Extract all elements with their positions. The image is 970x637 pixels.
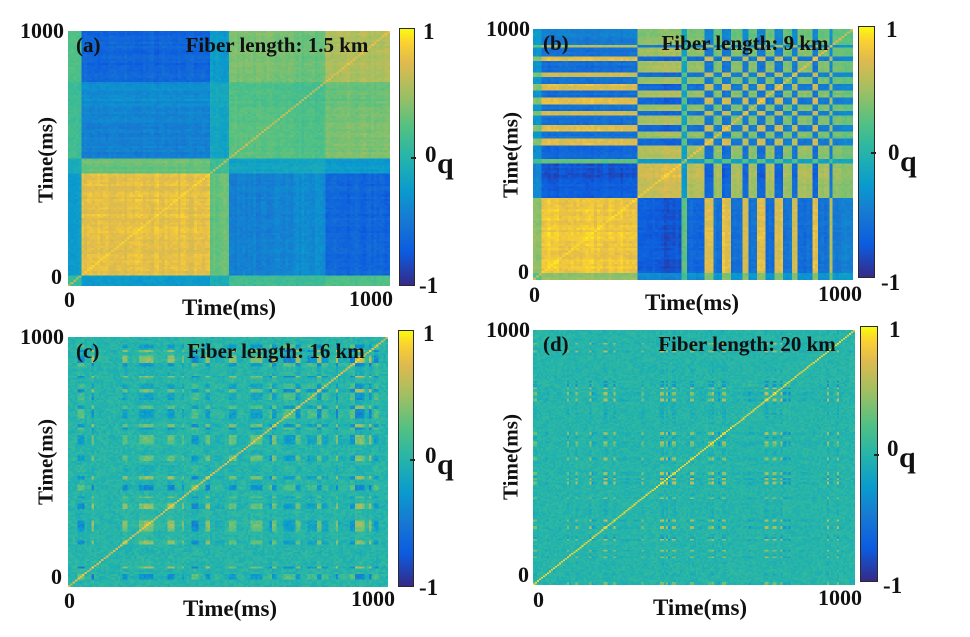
colorbar-label-1-c: 1 [423, 321, 435, 346]
x-tick-1000-b: 1000 [818, 281, 862, 306]
heatmap-a [68, 31, 390, 286]
x-axis-label-d: Time(ms) [652, 595, 748, 620]
panel-title-a: Fiber length: 1.5 km [185, 33, 369, 57]
colorbar-q-label-b: q [900, 145, 917, 178]
colorbar-label-1-b: 1 [886, 17, 898, 42]
y-tick-1000-d: 1000 [486, 317, 530, 342]
x-tick-0-b: 0 [529, 282, 540, 307]
x-tick-0-d: 0 [533, 587, 544, 612]
y-axis-label-a: Time(ms) [33, 117, 58, 203]
panel-letter-c: (c) [76, 339, 100, 363]
panel-title-d: Fiber length: 20 km [658, 332, 836, 356]
x-axis-label-a: Time(ms) [181, 295, 277, 320]
colorbar-zero-tick-c [410, 458, 415, 461]
panel-letter-a: (a) [76, 33, 101, 57]
heatmap-c [68, 337, 388, 587]
colorbar-zero-tick-d [874, 454, 879, 456]
colorbar-label-0-a: 0 [425, 142, 437, 167]
y-axis-label-c: Time(ms) [33, 419, 58, 505]
y-tick-1000-c: 1000 [20, 324, 64, 349]
y-axis-label-b: Time(ms) [498, 112, 523, 198]
colorbar-label-minus1-b: -1 [881, 270, 901, 295]
y-tick-0-c: 0 [51, 564, 62, 589]
panel-title-c: Fiber length: 16 km [187, 339, 365, 363]
colorbar-label-0-d: 0 [887, 436, 899, 461]
panel-title-b: Fiber length: 9 km [661, 31, 829, 55]
heatmap-b [533, 29, 853, 280]
colorbar-label-minus1-c: -1 [419, 575, 439, 600]
x-tick-0-a: 0 [64, 287, 75, 312]
colorbar-q-label-d: q [899, 441, 916, 474]
y-tick-0-b: 0 [518, 259, 529, 284]
y-tick-1000-b: 1000 [486, 16, 530, 41]
x-axis-label-c: Time(ms) [182, 596, 278, 621]
colorbar-a [399, 28, 416, 286]
x-axis-label-b: Time(ms) [644, 290, 740, 315]
x-tick-0-c: 0 [64, 588, 75, 613]
colorbar-b [858, 26, 876, 278]
colorbar-label-0-b: 0 [888, 140, 900, 165]
colorbar-label-0-c: 0 [425, 443, 437, 468]
y-tick-0-a: 0 [51, 264, 62, 289]
colorbar-zero-tick-a [411, 157, 416, 159]
colorbar-label-minus1-a: -1 [419, 273, 439, 298]
y-axis-label-d: Time(ms) [498, 414, 523, 500]
heatmap-d [533, 330, 855, 585]
colorbar-label-minus1-d: -1 [883, 573, 903, 598]
colorbar-q-label-c: q [437, 448, 454, 481]
colorbar-label-1-a: 1 [423, 19, 435, 44]
colorbar-q-label-a: q [437, 147, 454, 180]
x-tick-1000-d: 1000 [818, 585, 862, 610]
y-tick-1000-a: 1000 [20, 18, 64, 43]
panel-letter-b: (b) [543, 31, 569, 55]
y-tick-0-d: 0 [518, 562, 529, 587]
x-tick-1000-a: 1000 [349, 286, 393, 311]
panel-letter-d: (d) [543, 332, 569, 356]
colorbar-c [398, 330, 415, 587]
colorbar-zero-tick-b [871, 152, 876, 154]
colorbar-d [860, 326, 879, 582]
colorbar-label-1-d: 1 [889, 317, 901, 342]
x-tick-1000-c: 1000 [351, 586, 395, 611]
